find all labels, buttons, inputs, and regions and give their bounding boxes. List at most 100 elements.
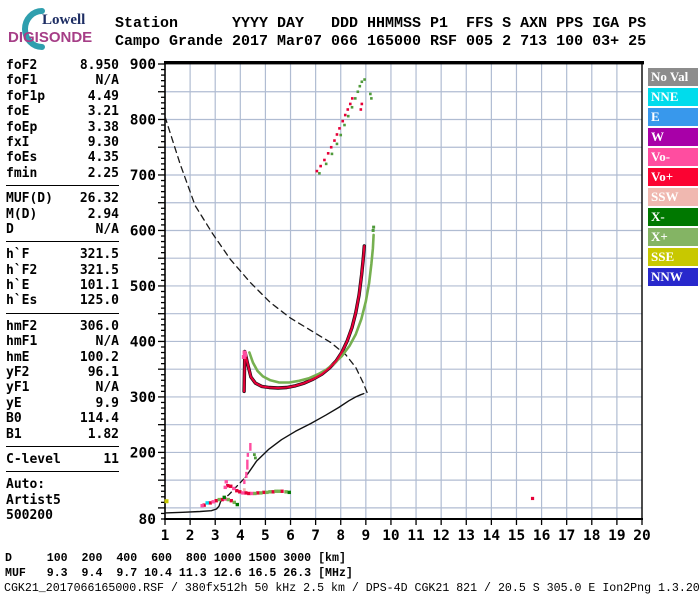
parameter-row: h`F2 321.5 — [6, 263, 119, 278]
dot-es-a-green — [232, 500, 236, 505]
dot-es-a-cyan — [205, 501, 209, 505]
parameter-label: hmE — [6, 349, 30, 365]
file-info-line: CGK21_2017066165000.RSF / 380fx512h 50 k… — [4, 582, 700, 595]
dot-es-a-green — [226, 497, 230, 502]
parameter-label: D — [6, 221, 14, 237]
x-axis-tick-label: 8 — [336, 528, 345, 544]
parameter-label: yF1 — [6, 380, 30, 396]
parameter-label: hmF1 — [6, 334, 38, 350]
parameter-label: h`E — [6, 278, 30, 294]
vseg-spread-f-pink-segments — [246, 452, 250, 457]
parameter-row: foF1p 4.49 — [6, 89, 119, 104]
dot-es-b-green — [268, 490, 272, 494]
legend-item-noval: No Val — [648, 68, 698, 86]
dot-es-b-green — [277, 489, 281, 493]
dot-second-hop-o-dots — [343, 113, 347, 117]
y-axis-tick-label: 900 — [130, 57, 156, 73]
x-axis-tick-label: 15 — [508, 528, 525, 544]
dot-x-trace-top-dashes — [371, 228, 375, 232]
parameter-label: B0 — [6, 411, 22, 427]
y-axis-tick-label: 400 — [130, 334, 156, 350]
parameter-row: MUF(D) 26.32 — [6, 191, 119, 206]
legend-item-nne: NNE — [648, 88, 698, 106]
echo-direction-legend: No Val NNE E W Vo- Vo+ SSW X- X+ SSE NNW — [648, 68, 698, 288]
dot-second-hop-o-dots — [350, 97, 354, 100]
trace-o-trace-red — [243, 244, 366, 393]
dot-second-hop-o-dots — [348, 102, 352, 106]
logo-lowell-text: Lowell — [42, 12, 86, 28]
logo-digisonde-text: DIGISONDE — [8, 29, 93, 46]
parameter-value: 4.35 — [87, 150, 119, 166]
dot-es-b-darkgreen — [222, 495, 226, 500]
parameter-value: 101.1 — [79, 278, 119, 294]
parameter-label: h`F2 — [6, 262, 38, 278]
dot-es-b-green — [259, 491, 263, 495]
dot-second-hop-x-dots — [318, 172, 321, 175]
y-axis-tick-label: 700 — [130, 168, 156, 184]
parameter-row: B1 1.82 — [6, 427, 119, 442]
dot-es-a-red — [229, 498, 233, 503]
parameter-value: N/A — [95, 73, 119, 89]
x-axis-tick-label: 6 — [286, 528, 295, 544]
parameter-row: yF1 N/A — [6, 380, 119, 395]
x-axis-tick-label: 13 — [458, 528, 475, 544]
dot-es-b-red — [235, 489, 239, 493]
dot-es-b-red — [244, 491, 248, 495]
dot-second-hop-o-dots — [319, 164, 322, 168]
parameter-label: yE — [6, 395, 22, 411]
dot-es-a-green — [217, 497, 221, 502]
y-axis-tick-label: 800 — [130, 112, 156, 128]
x-axis-tick-label: 11 — [407, 528, 425, 544]
legend-item-w: W — [648, 128, 698, 146]
dot-es-a-pink — [211, 500, 215, 504]
dot-second-hop-x-dots — [339, 133, 343, 137]
legend-item-vo+: Vo+ — [648, 168, 698, 186]
dot-es-b-pink — [250, 491, 254, 496]
y-axis-tick-label: 500 — [130, 279, 156, 295]
dot-second-hop-o-dots — [329, 145, 333, 149]
x-axis-tick-label: 12 — [432, 528, 449, 544]
dot-second-hop-x-dots — [324, 162, 328, 166]
dot-second-hop-x-dots — [335, 142, 339, 146]
parameter-row: foF1 N/A — [6, 73, 119, 88]
dot-second-hop-o-dots — [326, 152, 330, 155]
x-axis-tick-label: 9 — [361, 528, 370, 544]
parameter-group: hmF2 306.0 hmF1 N/A hmE 100.2 yF2 96.1 yF1 N/A yE 9… — [6, 319, 119, 447]
dot-es-b-pink — [232, 486, 236, 491]
parameter-row: hmF1 N/A — [6, 334, 119, 349]
station-header-line1: Station YYYY DAY DDD HHMMSS P1 FFS S AXN… — [115, 15, 647, 32]
parameter-label: C-level — [6, 451, 61, 467]
dot-second-hop-x-dots — [350, 105, 354, 109]
dot-spike-pink-cap — [243, 352, 248, 357]
parameter-row: foEp 3.38 — [6, 120, 119, 135]
parameter-row: foE 3.21 — [6, 104, 119, 119]
parameter-label: foF1p — [6, 88, 46, 104]
parameter-label: h`Es — [6, 293, 38, 309]
parameter-value: 26.32 — [79, 191, 119, 207]
parameter-group: h`F 321.5 h`F2 321.5 h`E 101.1 h`Es 125.0 — [6, 247, 119, 314]
parameter-label: fxI — [6, 134, 30, 150]
dot-second-hop-x-dots — [330, 152, 334, 156]
dot-fmin-axis-mark — [164, 499, 169, 504]
dot-es-b-pink — [224, 480, 228, 484]
parameter-label: foE — [6, 104, 30, 120]
parameter-value: 321.5 — [79, 247, 119, 263]
x-axis-tick-label: 17 — [558, 528, 575, 544]
dot-second-hop-o-dots — [335, 133, 339, 136]
legend-item-x-: X- — [648, 208, 698, 226]
sidebar-footer-line: 500200 — [6, 508, 53, 524]
parameter-label: foF1 — [6, 73, 38, 89]
x-axis-tick-label: 16 — [533, 528, 550, 544]
parameter-row: fxI 9.30 — [6, 135, 119, 150]
sidebar-footer-line: Artist5 — [6, 492, 61, 508]
distance-muf-table: D 100 200 400 600 800 1000 1500 3000 [km… — [5, 551, 353, 581]
x-axis-tick-label: 2 — [186, 528, 195, 544]
parameter-value: 3.38 — [87, 119, 119, 135]
x-axis-tick-label: 5 — [261, 528, 270, 544]
dot-spike-pink-cap — [241, 354, 246, 359]
dot-es-b-darkgreen — [287, 490, 291, 495]
parameter-row: D N/A — [6, 222, 119, 237]
parameter-value: N/A — [95, 380, 119, 396]
x-axis-tick-label: 4 — [236, 528, 245, 544]
